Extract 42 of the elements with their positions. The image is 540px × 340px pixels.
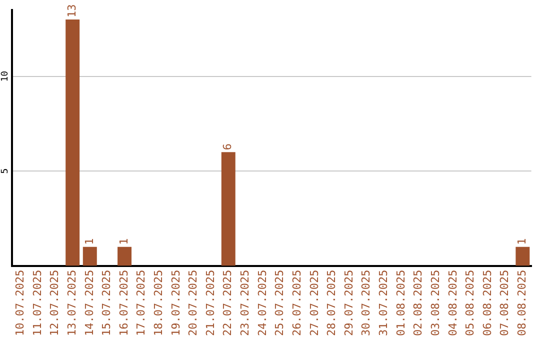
x-tick-label: 10.07.2025 — [14, 270, 27, 336]
x-tick-label: 24.07.2025 — [256, 270, 269, 336]
x-tick-label: 14.07.2025 — [82, 270, 96, 336]
x-tick-label: 21.07.2025 — [204, 270, 217, 336]
bar — [221, 152, 236, 266]
x-tick-label: 26.07.2025 — [290, 270, 304, 336]
bar — [118, 246, 132, 266]
x-tick-label: 31.07.2025 — [377, 270, 390, 336]
x-tick-label: 17.07.2025 — [134, 270, 148, 336]
data-label: 13 — [65, 4, 78, 18]
x-tick-label: 06.08.2025 — [480, 270, 494, 336]
x-tick-label: 15.07.2025 — [100, 270, 114, 336]
data-label: 1 — [82, 238, 96, 245]
x-tick-label: 01.08.2025 — [394, 270, 408, 336]
x-tick-label: 19.07.2025 — [169, 270, 182, 336]
x-tick-label: 13.07.2025 — [65, 270, 78, 336]
y-tick-label: 5 — [0, 168, 10, 174]
x-tick-label: 11.07.2025 — [30, 270, 44, 336]
x-tick-label: 16.07.2025 — [117, 270, 130, 336]
x-tick-label: 20.07.2025 — [186, 270, 200, 336]
x-tick-label: 28.07.2025 — [325, 270, 338, 336]
x-tick-label: 12.07.2025 — [48, 270, 62, 336]
x-tick-label: 03.08.2025 — [428, 270, 442, 336]
data-label: 1 — [516, 238, 529, 245]
x-tick-label: 18.07.2025 — [152, 270, 165, 336]
x-tick-label: 05.08.2025 — [464, 270, 477, 336]
x-tick-label: 29.07.2025 — [342, 270, 356, 336]
x-tick-label: 27.07.2025 — [308, 270, 321, 336]
bar — [82, 246, 97, 266]
bar — [516, 246, 530, 266]
data-label: 1 — [117, 238, 130, 245]
x-tick-label: 23.07.2025 — [238, 270, 252, 336]
x-tick-label: 30.07.2025 — [360, 270, 373, 336]
bar — [66, 19, 80, 266]
x-tick-label: 04.08.2025 — [446, 270, 460, 336]
y-tick-label: 10 — [0, 70, 10, 82]
x-tick-label: 08.08.2025 — [516, 270, 529, 336]
x-tick-label: 25.07.2025 — [273, 270, 286, 336]
x-tick-label: 02.08.2025 — [412, 270, 425, 336]
x-tick-label: 22.07.2025 — [221, 270, 234, 336]
x-tick-label: 07.08.2025 — [498, 270, 512, 336]
data-label: 6 — [221, 143, 234, 150]
